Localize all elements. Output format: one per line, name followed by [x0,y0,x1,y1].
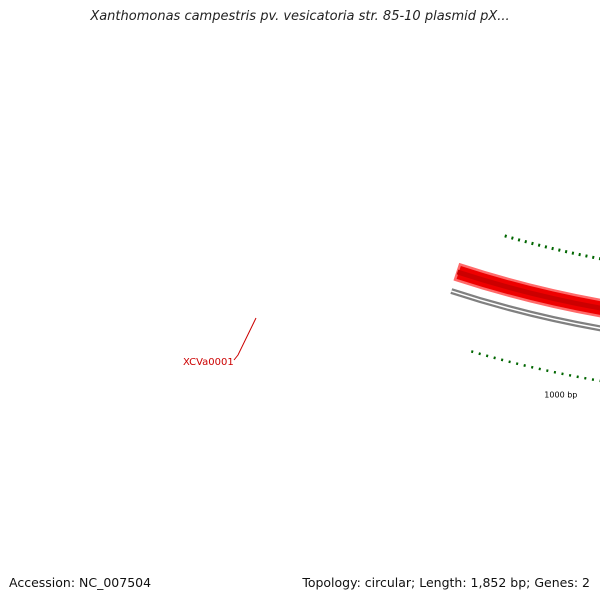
inner-minor-tick [504,234,508,238]
gene-reverse-core [456,269,600,311]
feature-tracks: XCVa0001 [183,262,600,368]
outer-minor-tick [500,358,504,362]
outer-minor-tick [485,354,489,358]
outer-minor-tick [515,362,519,366]
inner-minor-tick [578,252,581,257]
ruler-labels: 1140 bp1120 bp1100 bp1080 bp1060 bp1040 … [544,391,577,400]
accession-text: Accession: NC_007504 [9,575,152,590]
plasmid-backbone-core [451,290,600,329]
inner-minor-tick [571,251,575,255]
map-title: Xanthomonas campestris pv. vesicatoria s… [90,9,510,24]
inner-minor-tick [510,236,514,240]
gene-label[interactable]: XCVa0001 [183,357,234,368]
inner-minor-tick [585,254,588,258]
inner-minor-tick [524,240,528,244]
outer-minor-tick [470,350,474,354]
inner-minor-tick [551,246,554,251]
inner-minor-tick [517,238,521,242]
topology-summary: Topology: circular; Length: 1,852 bp; Ge… [302,575,590,590]
inner-minor-tick [558,248,561,252]
outer-minor-tick [493,356,496,360]
ruler-label: 1000 bp [544,391,577,400]
inner-minor-tick [591,255,595,260]
outer-tick-ring [470,350,600,383]
inner-minor-tick [531,241,534,246]
outer-minor-tick [523,364,526,367]
outer-minor-tick [538,367,542,371]
inner-minor-tick [564,249,568,254]
outer-minor-tick [478,352,481,356]
outer-minor-tick [546,369,549,373]
outer-minor-tick [530,365,534,369]
outer-minor-tick [561,372,564,376]
gene-label-leader [233,317,257,361]
outer-minor-tick [508,360,511,364]
inner-tick-ring [504,234,600,261]
inner-minor-tick [537,243,541,247]
inner-minor-tick [544,245,548,249]
outer-minor-tick [553,370,557,374]
